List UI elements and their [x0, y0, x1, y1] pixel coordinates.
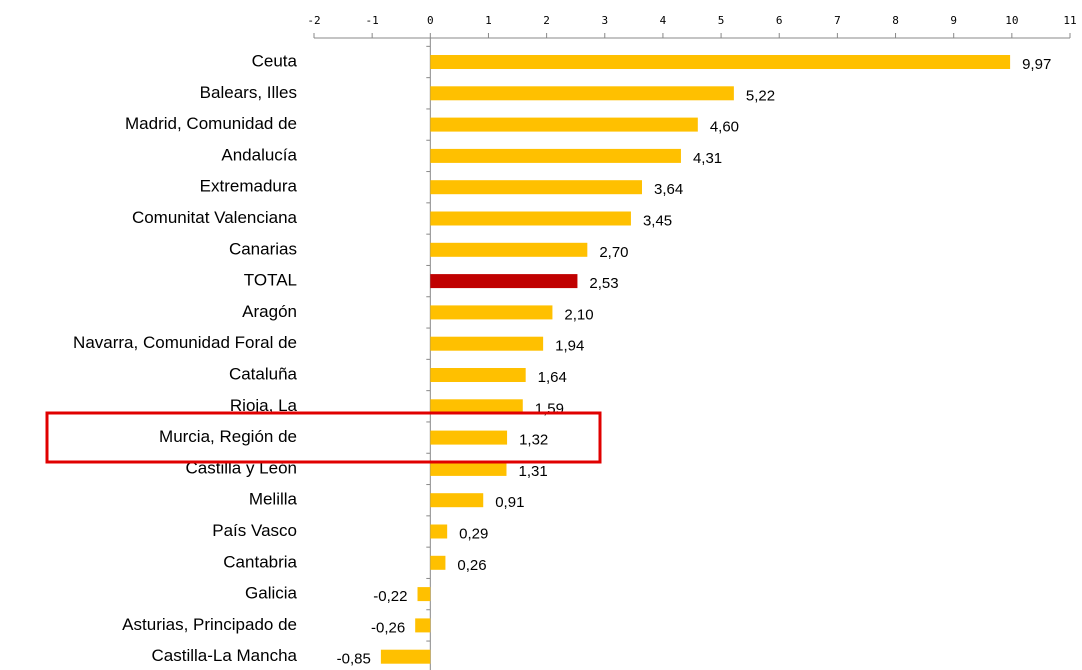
bar — [380, 649, 431, 664]
category-label: Asturias, Principado de — [122, 615, 297, 634]
category-label: Canarias — [229, 239, 297, 258]
category-label: Extremadura — [200, 177, 298, 196]
category-label: Melilla — [249, 490, 298, 509]
x-tick-label: 0 — [427, 14, 434, 27]
bar — [430, 180, 642, 195]
value-label: 0,26 — [457, 557, 486, 574]
bar — [430, 461, 507, 476]
value-label: 1,32 — [519, 432, 548, 449]
bar — [430, 148, 681, 163]
bar — [417, 587, 431, 602]
category-label: Galicia — [245, 584, 298, 603]
x-tick-label: 5 — [718, 14, 725, 27]
category-label: Cantabria — [223, 552, 297, 571]
category-label: País Vasco — [212, 521, 297, 540]
value-label: -0,22 — [373, 588, 407, 605]
bar — [430, 399, 523, 414]
value-label: 4,60 — [710, 119, 739, 136]
bar — [415, 618, 431, 633]
bar — [430, 86, 734, 101]
x-tick-label: -1 — [366, 14, 379, 27]
category-label: Andalucía — [221, 145, 297, 164]
value-label: 1,64 — [538, 369, 567, 386]
value-label: 3,45 — [643, 212, 672, 229]
category-label: Comunitat Valenciana — [132, 208, 298, 227]
highlight-box — [45, 411, 602, 464]
x-tick-label: 10 — [1005, 14, 1018, 27]
bar — [430, 117, 698, 132]
x-tick-label: 8 — [892, 14, 899, 27]
category-label: Madrid, Comunidad de — [125, 114, 297, 133]
value-label: 0,29 — [459, 525, 488, 542]
x-tick-label: 11 — [1063, 14, 1076, 27]
value-label: 1,59 — [535, 400, 564, 417]
value-label: 5,22 — [746, 87, 775, 104]
category-label: Balears, Illes — [200, 83, 297, 102]
bar — [430, 242, 588, 257]
value-label: 2,53 — [589, 275, 618, 292]
x-tick-label: 4 — [660, 14, 667, 27]
category-label: Rioja, La — [230, 396, 298, 415]
x-tick-label: 2 — [543, 14, 550, 27]
bar — [430, 430, 508, 445]
category-label: Navarra, Comunidad Foral de — [73, 333, 297, 352]
bar — [430, 336, 544, 351]
value-label: 3,64 — [654, 181, 683, 198]
category-label: Cataluña — [229, 364, 298, 383]
bar — [430, 368, 526, 382]
bar — [430, 305, 553, 320]
value-label: -0,26 — [371, 619, 405, 636]
x-tick-label: 1 — [485, 14, 492, 27]
bar — [430, 555, 446, 570]
value-label: 9,97 — [1022, 56, 1051, 73]
bar — [430, 524, 448, 539]
x-tick-label: 7 — [834, 14, 841, 27]
bar — [430, 55, 1011, 69]
value-label: 2,70 — [599, 244, 628, 261]
value-label: 1,31 — [518, 463, 547, 480]
value-label: 1,94 — [555, 338, 584, 355]
category-label: Murcia, Región de — [159, 427, 297, 446]
category-label: Ceuta — [252, 51, 298, 70]
x-tick-label: 3 — [601, 14, 608, 27]
value-label: 2,10 — [564, 306, 593, 323]
x-tick-label: 6 — [776, 14, 783, 27]
category-label: Castilla-La Mancha — [151, 646, 297, 665]
x-tick-label: -2 — [307, 14, 320, 27]
value-label: 0,91 — [495, 494, 524, 511]
category-label: TOTAL — [244, 271, 297, 290]
value-label: -0,85 — [337, 651, 371, 668]
bar — [430, 211, 631, 226]
bar — [430, 493, 484, 508]
x-tick-label: 9 — [950, 14, 957, 27]
value-label: 4,31 — [693, 150, 722, 167]
bar — [430, 274, 578, 289]
category-label: Aragón — [242, 302, 297, 321]
